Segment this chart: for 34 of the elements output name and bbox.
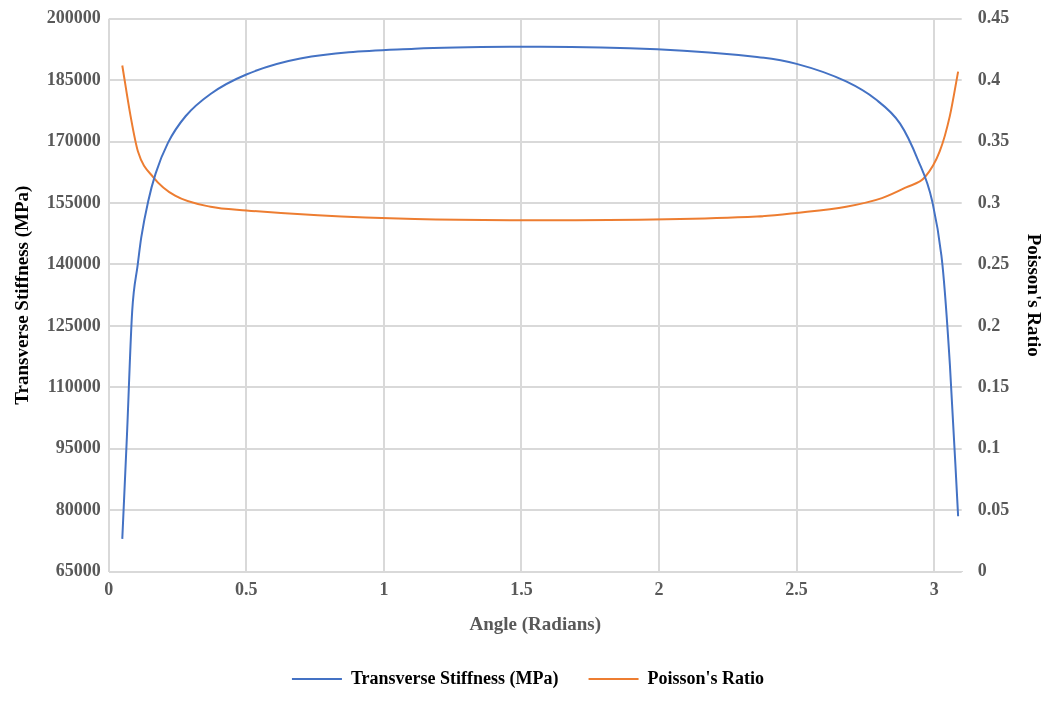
y2-axis-title: Poisson's Ratio xyxy=(1023,233,1045,357)
legend-label: Poisson's Ratio xyxy=(647,667,765,688)
y2-tick-label: 0.2 xyxy=(977,314,1001,335)
y2-tick-label: 0.05 xyxy=(977,498,1010,519)
y2-tick-label: 0.1 xyxy=(977,437,1001,458)
y2-tick-label: 0.45 xyxy=(977,7,1010,28)
y2-tick-label: 0.3 xyxy=(977,191,1001,212)
line-series xyxy=(121,64,960,222)
y-tick-label: 110000 xyxy=(47,375,101,396)
y-tick-label: 185000 xyxy=(46,68,101,89)
x-tick-label: 2 xyxy=(654,579,664,600)
y-tick-label: 125000 xyxy=(46,314,101,335)
y2-tick-label: 0 xyxy=(977,560,987,581)
line-series xyxy=(121,45,960,540)
x-tick-label: 1 xyxy=(379,579,389,600)
y-axis-title: Transverse Stiffness (MPa) xyxy=(11,185,34,405)
x-tick-label: 0.5 xyxy=(235,579,258,600)
y-tick-label: 200000 xyxy=(46,7,101,28)
y2-tick-label: 0.35 xyxy=(977,130,1010,151)
y-tick-label: 65000 xyxy=(55,560,101,581)
x-axis-title: Angle (Radians) xyxy=(469,612,601,635)
y-tick-label: 170000 xyxy=(46,130,101,151)
y2-tick-label: 0.15 xyxy=(977,375,1010,396)
y-tick-label: 80000 xyxy=(55,498,101,519)
x-tick-label: 3 xyxy=(929,579,939,600)
y-tick-label: 95000 xyxy=(55,437,101,458)
x-tick-label: 0 xyxy=(104,579,114,600)
y-tick-label: 140000 xyxy=(46,253,101,274)
x-tick-label: 2.5 xyxy=(785,579,808,600)
y-tick-label: 155000 xyxy=(46,191,101,212)
y2-tick-label: 0.25 xyxy=(977,253,1010,274)
x-tick-label: 1.5 xyxy=(510,579,533,600)
y2-tick-label: 0.4 xyxy=(977,68,1001,89)
legend-label: Transverse Stiffness (MPa) xyxy=(350,667,559,689)
